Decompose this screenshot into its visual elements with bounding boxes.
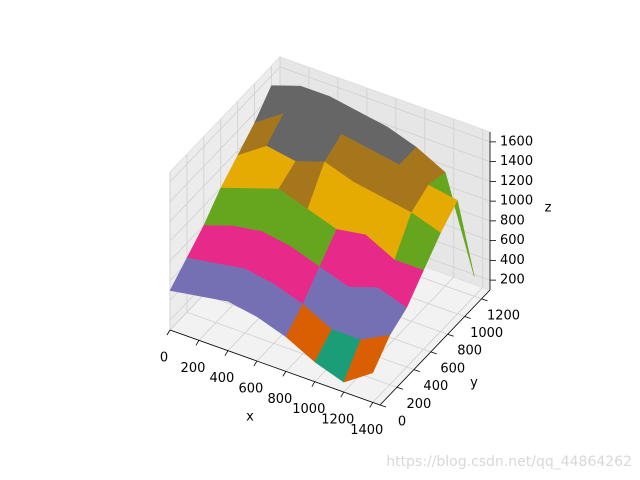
y-tick-label: 200: [407, 397, 432, 412]
tick-mark: [396, 386, 404, 390]
surface: [169, 85, 475, 383]
x-tick-label: 1200: [321, 413, 354, 428]
tick-mark: [311, 381, 316, 387]
labels: 0200400600800100012001400020040060080010…: [160, 132, 632, 470]
x-tick-label: 200: [181, 361, 206, 376]
tick-mark: [253, 360, 258, 367]
x-tick-label: 0: [160, 351, 168, 366]
axis-line: [169, 329, 381, 406]
tick-mark: [195, 340, 200, 346]
tick-mark: [481, 298, 488, 302]
tick-mark: [430, 351, 437, 355]
x-tick-label: 1000: [292, 402, 325, 417]
grid-line: [372, 287, 484, 403]
tick-mark: [379, 404, 387, 408]
tick-mark: [224, 350, 229, 356]
y-tick-label: 1000: [470, 326, 503, 341]
z-tick-label: 600: [500, 233, 525, 248]
y-tick-label: 600: [440, 361, 465, 376]
z-tick-label: 1200: [500, 174, 533, 189]
tick-mark: [340, 391, 345, 398]
x-axis-label: x: [246, 410, 254, 425]
tick-mark: [413, 369, 420, 372]
z-tick-label: 1000: [500, 194, 533, 209]
grid-line: [279, 66, 491, 143]
axis-line: [379, 289, 491, 406]
tick-mark: [447, 333, 454, 337]
tick-mark: [166, 329, 171, 336]
z-tick-label: 200: [500, 273, 525, 288]
z-tick-label: 1400: [500, 154, 533, 169]
x-tick-label: 1400: [350, 423, 383, 438]
tick-mark: [369, 402, 374, 408]
y-tick-label: 0: [398, 415, 406, 430]
z-axis-label: z: [545, 201, 552, 216]
x-tick-label: 600: [238, 382, 263, 397]
watermark: https://blog.csdn.net/qq_44864262: [386, 454, 632, 470]
tick-mark: [464, 316, 471, 319]
z-tick-label: 1600: [500, 134, 533, 149]
tick-mark: [282, 371, 287, 377]
grid-line: [169, 86, 281, 202]
x-tick-label: 800: [267, 392, 292, 407]
z-tick-label: 400: [500, 253, 525, 268]
y-tick-label: 400: [423, 379, 448, 394]
x-tick-label: 400: [210, 371, 235, 386]
z-tick-label: 800: [500, 213, 525, 228]
y-tick-label: 1200: [487, 308, 520, 323]
surface-facet: [343, 334, 391, 383]
y-tick-label: 800: [457, 344, 482, 359]
y-axis-label: y: [470, 376, 478, 391]
grid-line: [169, 66, 281, 183]
